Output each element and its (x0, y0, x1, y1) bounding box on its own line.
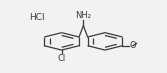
Text: HCl: HCl (29, 13, 44, 22)
Text: NH₂: NH₂ (75, 11, 91, 20)
Text: Cl: Cl (57, 54, 66, 63)
Text: O: O (130, 41, 136, 50)
